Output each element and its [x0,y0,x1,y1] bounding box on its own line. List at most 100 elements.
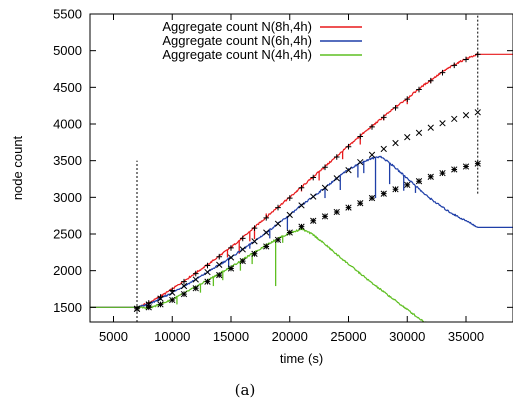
sample-point [462,163,470,170]
sample-marker-layer [133,51,481,312]
sample-point [380,145,387,153]
y-axis-title: node count [10,135,25,200]
axes-layer: 5000 10000 15000 20000 25000 30000 35000 1500 20… [53,7,513,344]
sample-point [216,253,223,260]
sample-point [427,77,434,84]
y-tick-label: 5500 [53,7,82,22]
sample-point [251,250,258,257]
sample-point [333,208,340,216]
y-tick-label: 2000 [53,263,82,278]
figure-caption: (a) [235,381,256,399]
sample-point [439,120,446,127]
x-tick-label: 10000 [154,329,190,344]
sample-point [463,56,469,63]
sample-point [204,278,211,285]
sample-point [192,285,199,292]
sample-point [322,164,328,171]
sample-point [227,265,235,272]
legend-label: Aggregate count N(4h,4h) [162,47,312,62]
x-tick-label: 25000 [330,329,366,344]
sample-point [451,115,458,123]
y-tick-label: 2500 [53,227,82,242]
sample-point [227,254,235,261]
sample-point [216,271,223,279]
sample-point [310,174,317,181]
sample-point [169,296,176,304]
x-tick-label: 35000 [448,329,484,344]
sample-point [157,301,164,308]
sample-point [298,223,305,230]
sample-point [333,175,340,182]
sample-point [451,62,458,69]
sample-point [369,124,375,130]
sample-point [404,181,411,189]
y-tick-label: 5000 [53,43,82,58]
sample-point [274,236,282,244]
sample-point [368,151,376,158]
x-tick-label: 30000 [389,329,425,344]
legend-label: Aggregate count N(6h,4h) [162,33,312,48]
sample-point [380,190,387,197]
sample-point [239,235,246,242]
sample-point [404,96,411,102]
sample-point [180,282,188,290]
sample-point [439,69,446,76]
sample-point [263,229,270,236]
sample-point [439,169,446,177]
sample-point [345,143,352,150]
sample-point [274,220,282,227]
sample-point [263,243,270,250]
sample-point [321,213,329,220]
sample-point [181,278,187,285]
sample-point [286,195,293,201]
sample-point [474,51,481,58]
sample-point [145,301,152,308]
sample-point [474,109,481,116]
y-tick-label: 4000 [53,117,82,132]
sample-point [333,154,340,160]
sample-point [357,158,364,166]
series-layer [90,53,513,322]
sample-point [204,268,211,276]
sample-point [462,112,470,119]
sample-point [286,211,293,219]
sample-point [310,217,317,224]
sample-point [286,229,293,236]
sample-point [263,215,270,221]
sample-point [392,105,399,111]
legend: Aggregate count N(8h,4h)Aggregate count … [162,19,362,62]
sample-point [392,186,399,193]
sample-point [192,270,199,277]
sample-point [239,257,246,265]
plot-frame [89,13,513,323]
sample-point [251,238,258,245]
sample-point [216,261,223,268]
sample-point [415,178,423,185]
y-tick-label: 4500 [53,80,82,95]
x-tick-label: 20000 [272,329,308,344]
sample-point [427,173,434,180]
sample-point [251,225,258,231]
sample-point [275,204,281,211]
sample-point [192,276,199,283]
x-tick-label: 15000 [213,329,249,344]
sample-point [345,204,352,211]
sample-point [345,167,352,174]
x-tick-label: 5000 [99,329,128,344]
x-axis-title: time (s) [280,351,323,366]
sample-point [415,129,423,136]
legend-label: Aggregate count N(8h,4h) [162,19,312,34]
sample-point [416,86,422,93]
sample-point [427,124,434,131]
sample-point [310,193,317,200]
sample-point [392,139,399,147]
sample-point [451,166,458,173]
y-tick-label: 3000 [53,190,82,205]
sample-point [298,202,305,209]
sample-point [133,305,141,312]
series-line [90,53,513,308]
sample-point [404,134,411,141]
y-tick-label: 3500 [53,153,82,168]
sample-point [145,304,152,311]
